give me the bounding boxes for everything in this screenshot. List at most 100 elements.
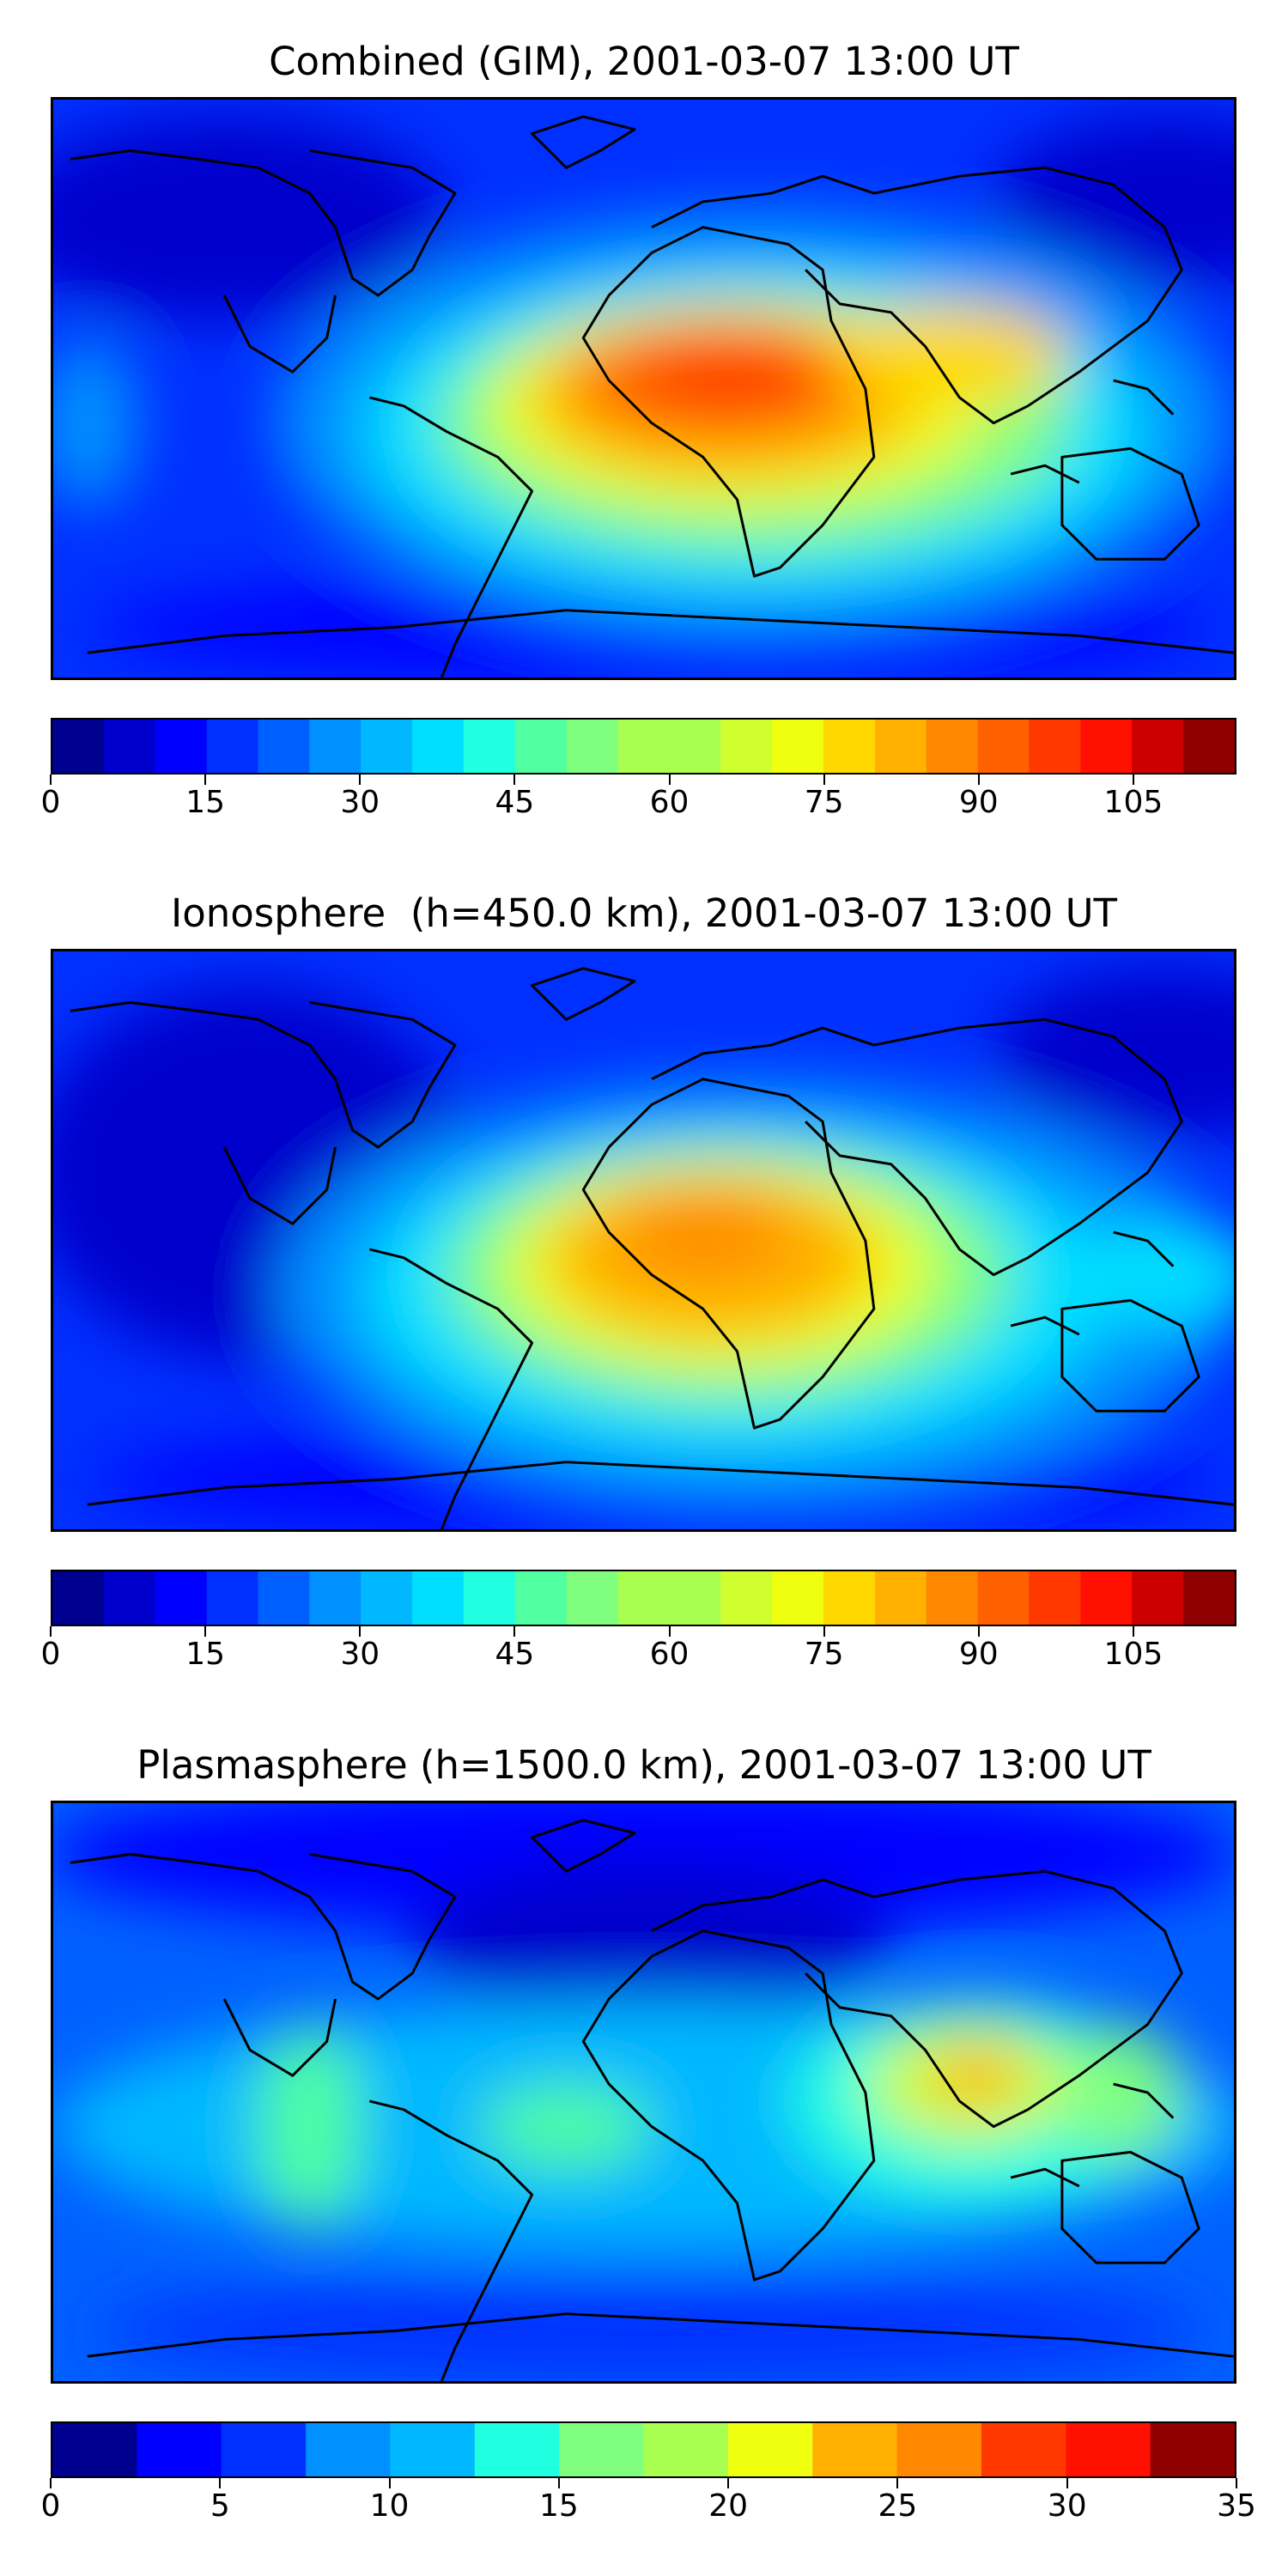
colorbar-segment (309, 1571, 361, 1625)
colorbar-segment (727, 2423, 813, 2476)
colorbar-segment (643, 2423, 729, 2476)
colorbar-tick-label: 0 (40, 785, 61, 820)
colorbar-segment (52, 1571, 105, 1625)
colorbar-tick (668, 775, 671, 785)
colorbar-segment (1080, 1571, 1133, 1625)
colorbar-segment (566, 1571, 619, 1625)
colorbar-tick (513, 1626, 516, 1637)
colorbar-tick-label: 90 (958, 785, 999, 820)
colorbar-tick-label: 10 (369, 2488, 410, 2524)
colorbar-segment (412, 1571, 465, 1625)
colorbar-tick (359, 1626, 361, 1637)
colorbar-segment (1183, 720, 1235, 773)
colorbar-tick-label: 25 (878, 2488, 918, 2524)
colorbar-segment (258, 720, 310, 773)
colorbar-segment (103, 720, 156, 773)
colorbar-segment (926, 1571, 979, 1625)
colorbar-tick (823, 775, 825, 785)
colorbar-tick (50, 2478, 52, 2488)
colorbar-segment (1150, 2423, 1235, 2476)
coastlines (70, 967, 1234, 1529)
panel-1-colorbar (51, 718, 1236, 775)
colorbar-segment (772, 1571, 824, 1625)
colorbar-segment (977, 1571, 1030, 1625)
colorbar-segment (206, 1571, 259, 1625)
colorbar-tick-label: 30 (1047, 2488, 1087, 2524)
colorbar-segment (155, 1571, 208, 1625)
colorbar-segment (874, 1571, 927, 1625)
colorbar-segment (52, 720, 105, 773)
colorbar-segment (306, 2423, 392, 2476)
colorbar-tick-label: 30 (340, 785, 380, 820)
colorbar-segment (206, 720, 259, 773)
panel-2-map (51, 949, 1236, 1532)
colorbar-segment (103, 1571, 156, 1625)
panel-1-title: Combined (GIM), 2001-03-07 13:00 UT (269, 39, 1019, 84)
colorbar-segment (669, 720, 721, 773)
panel-1-map (51, 97, 1236, 680)
colorbar-segment (1132, 720, 1184, 773)
colorbar-tick (1132, 1626, 1134, 1637)
colorbar-segment (1132, 1571, 1184, 1625)
colorbar-segment (309, 720, 361, 773)
colorbar-segment (52, 2423, 137, 2476)
colorbar-tick (388, 2478, 391, 2488)
colorbar-tick (1132, 775, 1134, 785)
colorbar-tick (1066, 2478, 1068, 2488)
colorbar-segment (669, 1571, 721, 1625)
colorbar-tick (727, 2478, 730, 2488)
colorbar-tick-label: 35 (1217, 2488, 1256, 2524)
colorbar-segment (812, 2423, 898, 2476)
colorbar-segment (566, 720, 619, 773)
colorbar-tick-label: 45 (495, 785, 535, 820)
colorbar-tick-label: 105 (1103, 1637, 1163, 1672)
colorbar-tick-label: 105 (1103, 785, 1163, 820)
colorbar-tick-label: 30 (340, 1637, 380, 1672)
colorbar-segment (617, 1571, 671, 1625)
colorbar-segment (720, 1571, 773, 1625)
colorbar-tick-label: 75 (804, 785, 844, 820)
colorbar-tick (1236, 2478, 1237, 2488)
coastlines (70, 1819, 1234, 2381)
colorbar-segment (559, 2423, 645, 2476)
colorbar-segment (617, 720, 671, 773)
colorbar-tick-label: 45 (495, 1637, 535, 1672)
colorbar-segment (1183, 1571, 1235, 1625)
colorbar-segment (823, 720, 876, 773)
colorbar-segment (896, 2423, 982, 2476)
panel-1-colorbar-swatches (52, 720, 1235, 773)
colorbar-tick (50, 775, 52, 785)
colorbar-tick (359, 775, 361, 785)
colorbar-tick-label: 75 (804, 1637, 844, 1672)
coastlines (70, 115, 1234, 677)
colorbar-tick-label: 15 (538, 2488, 579, 2524)
colorbar-segment (1029, 1571, 1081, 1625)
colorbar-segment (874, 720, 927, 773)
colorbar-tick (204, 1626, 207, 1637)
panel-2-colorbar-ticks: 0 15 30 45 60 75 90 105 (41, 1626, 1236, 1672)
panel-1-colorbar-ticks: 0 15 30 45 60 75 90 105 (41, 775, 1236, 820)
colorbar-segment (361, 1571, 413, 1625)
colorbar-tick-label: 60 (649, 785, 690, 820)
panel-3-colorbar (51, 2421, 1236, 2478)
colorbar-segment (221, 2423, 307, 2476)
colorbar-segment (258, 1571, 310, 1625)
colorbar-segment (463, 720, 516, 773)
colorbar-tick-label: 5 (210, 2488, 230, 2524)
colorbar-segment (981, 2423, 1066, 2476)
panel-2-title: Ionosphere (h=450.0 km), 2001-03-07 13:0… (170, 890, 1118, 936)
colorbar-tick-label: 20 (708, 2488, 749, 2524)
colorbar-segment (514, 720, 568, 773)
colorbar-tick (204, 775, 207, 785)
colorbar-tick (219, 2478, 222, 2488)
colorbar-tick (896, 2478, 899, 2488)
colorbar-segment (1080, 720, 1133, 773)
colorbar-segment (720, 720, 773, 773)
colorbar-tick (977, 775, 980, 785)
panel-3-title: Plasmasphere (h=1500.0 km), 2001-03-07 1… (137, 1742, 1151, 1788)
colorbar-segment (514, 1571, 568, 1625)
colorbar-segment (823, 1571, 876, 1625)
colorbar-tick-label: 0 (40, 1637, 61, 1672)
colorbar-tick-label: 60 (649, 1637, 690, 1672)
colorbar-tick (668, 1626, 671, 1637)
